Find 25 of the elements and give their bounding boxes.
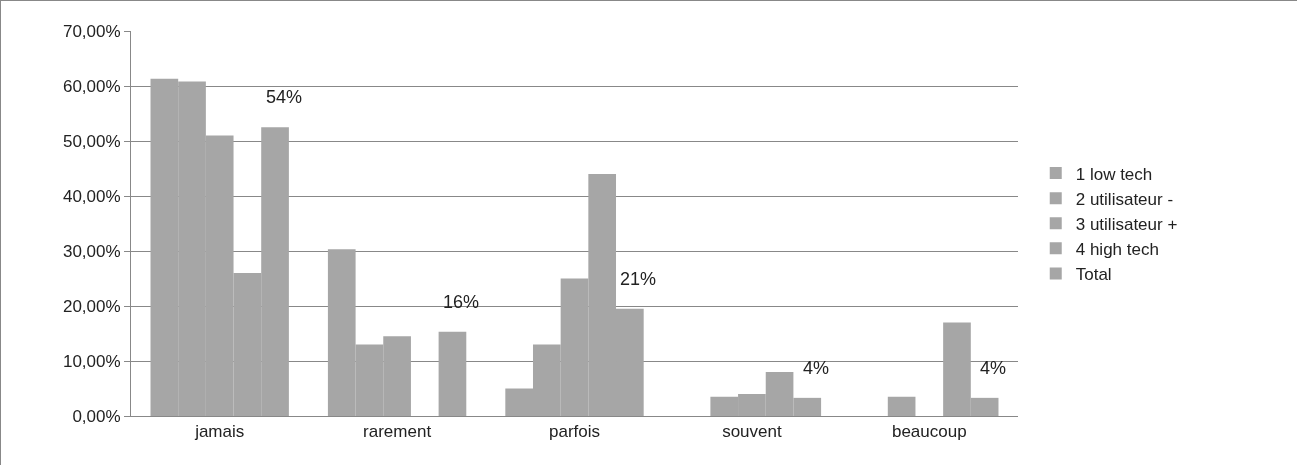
bar (887, 396, 916, 416)
y-tick-label: 30,00% (62, 241, 121, 261)
x-tick-label: souvent (722, 422, 782, 442)
annotation: 54% (266, 87, 303, 107)
annotation: 4% (980, 358, 1007, 378)
y-tick-label: 50,00% (62, 131, 121, 151)
y-tick-label: 70,00% (62, 21, 121, 41)
legend-label: 4 high tech (1075, 239, 1159, 259)
annotation: 4% (803, 358, 830, 378)
y-tick-label: 0,00% (72, 406, 121, 426)
legend-label: Total (1075, 265, 1112, 285)
x-tick-label: beaucoup (891, 422, 967, 442)
annotation: 16% (443, 292, 480, 312)
bar (438, 331, 467, 416)
y-tick-label: 60,00% (62, 76, 121, 96)
y-tick-label: 20,00% (62, 296, 121, 316)
x-tick-label: rarement (363, 422, 432, 442)
x-tick-label: jamais (194, 422, 245, 442)
annotation: 21% (620, 269, 657, 289)
legend-label: 2 utilisateur - (1075, 189, 1174, 209)
x-tick-label: parfois (548, 422, 601, 442)
y-tick-label: 40,00% (62, 186, 121, 206)
legend-label: 1 low tech (1075, 164, 1153, 184)
y-tick-label: 10,00% (62, 351, 121, 371)
legend-label: 3 utilisateur + (1075, 214, 1178, 234)
